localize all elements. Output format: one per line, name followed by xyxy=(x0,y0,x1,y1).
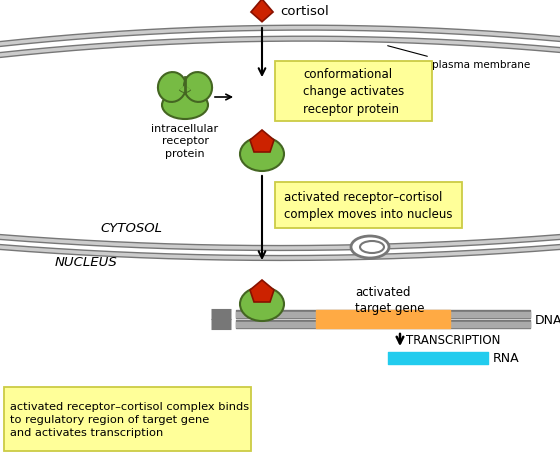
Ellipse shape xyxy=(240,288,284,321)
Polygon shape xyxy=(250,280,274,302)
Text: RNA: RNA xyxy=(493,352,520,365)
Wedge shape xyxy=(180,86,190,93)
Text: activated
target gene: activated target gene xyxy=(355,285,424,314)
Ellipse shape xyxy=(162,92,208,120)
Wedge shape xyxy=(179,86,191,94)
Ellipse shape xyxy=(360,242,384,253)
Text: intracellular
receptor
protein: intracellular receptor protein xyxy=(151,124,218,158)
FancyBboxPatch shape xyxy=(4,387,251,451)
Text: DNA: DNA xyxy=(535,313,560,326)
Text: activated receptor–cortisol
complex moves into nucleus: activated receptor–cortisol complex move… xyxy=(284,191,452,221)
Ellipse shape xyxy=(240,138,284,172)
Text: activated receptor–cortisol complex binds
to regulatory region of target gene
an: activated receptor–cortisol complex bind… xyxy=(10,401,249,437)
Text: cortisol: cortisol xyxy=(280,5,329,17)
FancyBboxPatch shape xyxy=(275,62,432,122)
Ellipse shape xyxy=(351,237,389,258)
Polygon shape xyxy=(251,0,273,23)
Text: plasma membrane: plasma membrane xyxy=(432,60,530,70)
Ellipse shape xyxy=(158,73,186,103)
Text: TRANSCRIPTION: TRANSCRIPTION xyxy=(406,333,501,346)
FancyBboxPatch shape xyxy=(275,182,462,228)
Ellipse shape xyxy=(184,73,212,103)
Text: NUCLEUS: NUCLEUS xyxy=(55,256,118,269)
Text: CYTOSOL: CYTOSOL xyxy=(100,221,162,234)
Polygon shape xyxy=(250,131,274,153)
Text: conformational
change activates
receptor protein: conformational change activates receptor… xyxy=(303,68,404,115)
